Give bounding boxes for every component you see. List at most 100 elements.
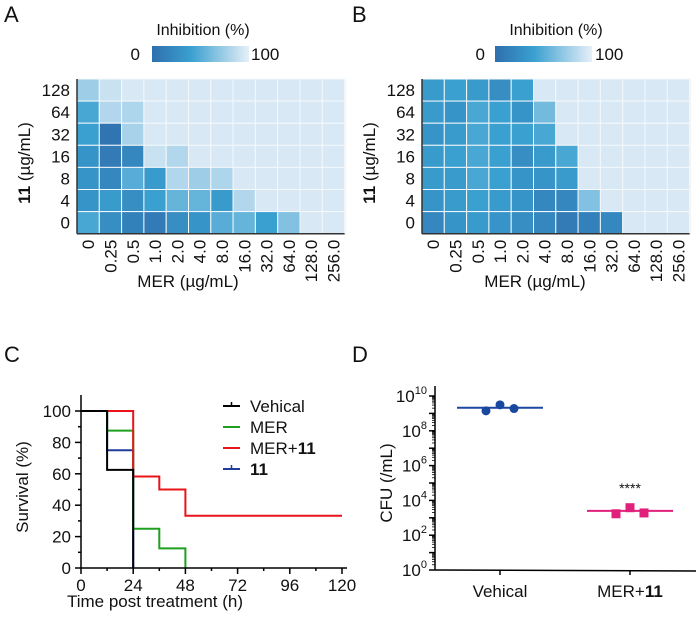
y-tick-label: 16 <box>51 147 70 166</box>
heatmap-cell <box>577 189 601 213</box>
heatmap-cell <box>277 189 301 213</box>
x-tick-label: 2.0 <box>513 240 532 264</box>
heatmap-cell <box>299 189 323 213</box>
heatmap-cell <box>488 166 512 190</box>
heatmap-cell <box>599 189 624 213</box>
x-tick-label: 16.0 <box>580 240 599 273</box>
heatmap-cell <box>165 122 189 146</box>
y-tick-exponent: 0 <box>421 559 427 571</box>
heatmap-cell <box>533 189 557 213</box>
heatmap-cell <box>76 211 100 235</box>
colorbar <box>495 46 592 62</box>
heatmap-cell <box>76 144 100 168</box>
panel-label-b: B <box>352 2 367 27</box>
heatmap-cell <box>555 144 579 168</box>
heatmap-cell <box>76 166 100 190</box>
y-tick-label: 4 <box>61 192 70 211</box>
heatmap-cell <box>510 144 535 168</box>
heatmap-cell <box>210 211 234 235</box>
heatmap-cell <box>188 211 212 235</box>
y-tick-label: 20 <box>52 528 71 547</box>
y-axis-title: 11 (µg/mL) <box>360 122 379 204</box>
heatmap-cell <box>488 211 512 235</box>
heatmap-cell <box>98 166 123 190</box>
y-tick-base: 10 <box>402 457 421 476</box>
heatmap-cell <box>188 78 212 102</box>
heatmap-cell <box>210 78 234 102</box>
legend-label-text: MER+ <box>250 439 298 458</box>
heatmap-cell <box>421 100 445 124</box>
panel-label-c: C <box>4 342 20 367</box>
y-axis-title-unit: (µg/mL) <box>360 122 379 186</box>
y-axis-title: 11 (µg/mL) <box>15 122 34 204</box>
heatmap-cell <box>232 100 256 124</box>
heatmap-cell <box>188 122 212 146</box>
heatmap-cell <box>466 189 490 213</box>
y-tick-label: 4 <box>406 192 415 211</box>
heatmap-cell <box>599 166 624 190</box>
y-tick-exponent: 2 <box>421 524 427 536</box>
heatmap-cell <box>555 189 579 213</box>
colorbar <box>152 46 249 62</box>
x-tick-label: 256.0 <box>669 240 688 283</box>
heatmap-cell <box>210 144 234 168</box>
heatmap-cell <box>210 122 234 146</box>
heatmap-cell <box>510 166 535 190</box>
heatmap-cell <box>488 189 512 213</box>
heatmap-cell <box>165 144 189 168</box>
legend-label: 11 <box>250 460 268 479</box>
panel-c: C 0 20 40 60 80 100 0 24 48 72 96 120 Vehical MER MER… <box>4 342 356 611</box>
x-tick-label: 24 <box>124 576 143 595</box>
heatmap-cell <box>555 166 579 190</box>
data-point <box>611 509 621 519</box>
legend-label: Vehical <box>250 397 305 416</box>
heatmap-cell <box>622 189 646 213</box>
heatmap-cell <box>321 189 346 213</box>
x-tick-label: 48 <box>176 576 195 595</box>
heatmap-cell <box>577 144 601 168</box>
y-tick-label: 32 <box>51 125 70 144</box>
colorbar-min-label: 0 <box>476 45 485 64</box>
y-tick-base: 10 <box>402 491 421 510</box>
x-tick-label-compound: 11 <box>645 582 663 601</box>
y-tick-label: 100 <box>43 402 71 421</box>
heatmap-cell <box>644 211 668 235</box>
heatmap-cell <box>421 211 445 235</box>
heatmap-cell <box>277 166 301 190</box>
heatmap-cell <box>421 189 445 213</box>
x-axis-title: Time post treatment (h) <box>67 592 243 611</box>
heatmap-cell <box>143 122 167 146</box>
heatmap-cell <box>622 100 646 124</box>
data-point <box>639 508 649 518</box>
heatmap-cell <box>577 166 601 190</box>
y-tick-label: 128 <box>387 81 415 100</box>
heatmap-cell <box>321 100 346 124</box>
x-tick-label: 120 <box>328 576 356 595</box>
x-tick-label: 128.0 <box>647 240 666 283</box>
heatmap-cell <box>188 189 212 213</box>
heatmap-cell <box>577 211 601 235</box>
heatmap-cell <box>299 122 323 146</box>
heatmap-cell <box>232 166 256 190</box>
y-tick-label: 16 <box>396 147 415 166</box>
heatmap-cell <box>644 100 668 124</box>
y-axis-title: Survival (%) <box>13 441 32 533</box>
panel-label-a: A <box>4 2 19 27</box>
heatmap-cell <box>555 78 579 102</box>
legend-label-compound: 11 <box>250 460 268 479</box>
y-tick-base: 10 <box>396 387 415 406</box>
heatmap-cell <box>321 166 346 190</box>
y-tick-base: 10 <box>402 526 421 545</box>
heatmap-cell <box>666 122 691 146</box>
y-tick-label: 128 <box>42 81 70 100</box>
heatmap-cell <box>277 144 301 168</box>
x-tick-label-text: MER+ <box>597 582 645 601</box>
heatmap-cell <box>443 122 468 146</box>
heatmap-cell <box>644 189 668 213</box>
legend-label: MER+11 <box>250 439 316 458</box>
heatmap-cell <box>232 189 256 213</box>
data-point <box>495 400 505 410</box>
colorbar-title: Inhibition (%) <box>509 22 602 39</box>
